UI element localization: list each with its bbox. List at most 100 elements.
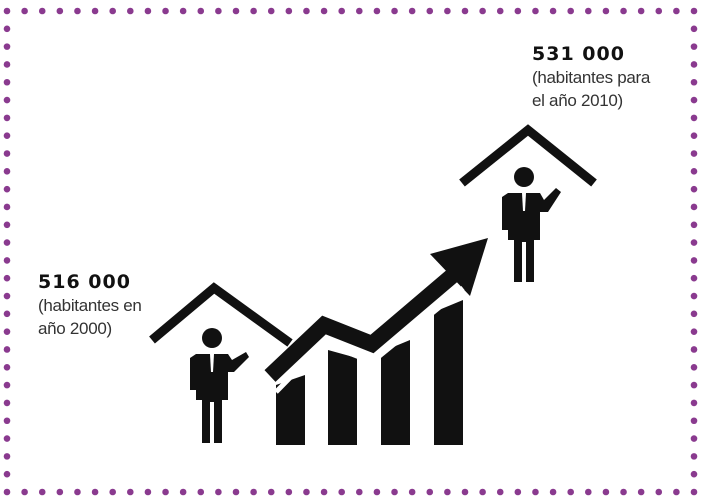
border-dot [3,417,11,425]
border-dot [3,363,11,371]
border-dot [3,150,11,157]
border-dot [3,435,11,442]
border-dot [444,7,451,15]
border-dot [3,78,11,86]
border-dot [373,488,381,496]
border-dot [655,7,663,15]
border-dot [690,453,698,460]
border-dot [532,488,539,496]
border-dot [3,168,11,175]
border-dot [3,488,11,496]
border-dot [3,61,11,68]
border-dot [690,239,698,246]
border-dot [74,488,81,496]
population-2010-desc-line2: el año 2010) [532,91,623,110]
population-2000-value: 516 000 [38,271,131,293]
border-dot [690,185,698,193]
border-dot [215,488,222,496]
border-dot [690,221,698,229]
border-dot [426,7,434,15]
population-2000-label: 516 000 (habitantes en año 2000) [38,270,188,340]
border-dot [690,43,698,50]
border-dot [391,488,398,496]
border-dot [56,7,64,15]
border-dot [690,363,698,371]
border-dot [426,488,434,496]
border-dot [38,7,46,15]
border-dot [373,7,381,15]
border-dot [690,78,698,86]
population-2010-desc-line1: (habitantes para [532,68,651,87]
border-dot [690,168,698,175]
border-dot [232,488,240,496]
bar-4 [434,300,463,445]
border-dot [127,488,134,496]
border-dot [74,7,81,15]
border-dot [690,346,698,353]
border-dot [21,488,28,496]
border-dot [3,25,11,33]
border-dot [109,488,116,496]
border-dot [690,417,698,425]
border-dot [602,488,610,496]
border-dot [91,7,99,15]
population-2000-desc-line2: año 2000) [38,319,112,338]
house-roof-icon [459,124,597,187]
border-dot [408,7,416,15]
population-2000-desc-line1: (habitantes en [38,296,142,315]
border-dot [3,453,11,460]
border-dot [408,488,416,496]
border-dot [303,488,310,496]
border-dot [3,221,11,229]
border-dot [3,328,11,335]
person-icon [502,167,561,282]
border-dot [320,488,328,496]
border-dot [567,7,574,15]
border-dot [690,399,698,407]
border-dot [479,488,486,496]
border-dot [285,488,293,496]
border-dot [250,7,257,15]
border-dot [179,7,187,15]
border-dot [690,114,698,122]
border-dot [655,488,663,496]
border-dot [179,488,187,496]
border-dot [303,7,310,15]
border-dot [3,257,11,264]
bar-1 [276,375,305,445]
person-icon [190,328,249,443]
border-dot [690,310,698,318]
border-dot [215,7,222,15]
border-dot [144,488,152,496]
border-dot [461,488,469,496]
border-dot [3,185,11,193]
border-dot [673,488,680,496]
rising-arrow-icon [264,238,488,394]
border-dot [38,488,46,496]
border-dot [3,132,11,140]
border-dot [285,7,293,15]
border-dot [356,7,363,15]
border-dot [620,488,627,496]
border-dot [585,7,592,15]
border-dot [549,488,557,496]
border-dot [444,488,451,496]
border-dot [514,488,522,496]
border-dot [690,7,698,15]
border-dot [338,488,345,496]
border-dot [690,274,698,282]
border-dot [267,7,275,15]
border-dot [91,488,99,496]
border-dot [3,7,11,15]
border-dot [690,61,698,68]
border-dot [3,96,11,104]
border-dot [637,7,645,15]
border-dot [479,7,486,15]
population-2010-value: 531 000 [532,43,625,65]
border-dot [514,7,522,15]
border-dot [690,435,698,442]
border-dot [232,7,240,15]
border-dot [320,7,328,15]
border-dot [267,488,275,496]
